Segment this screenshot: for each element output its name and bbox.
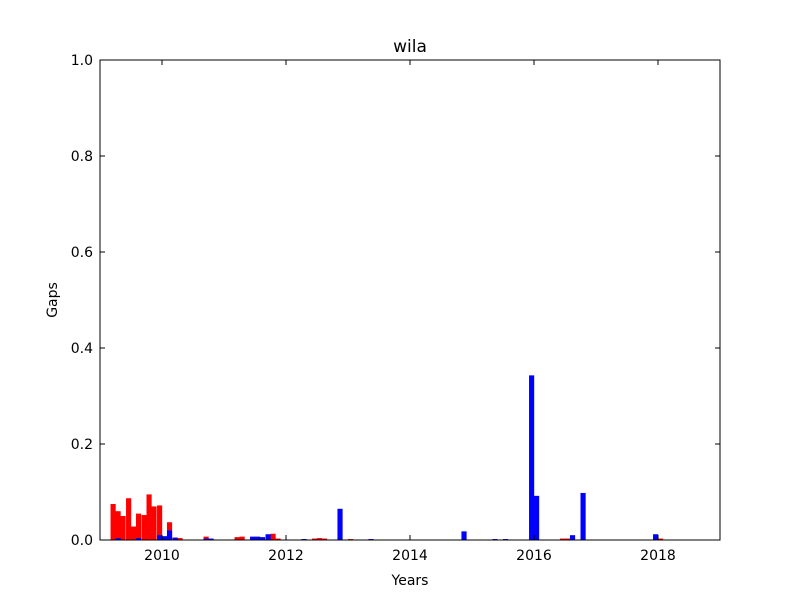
bar-series-0-5 — [135, 513, 142, 540]
bar-series-1-22 — [653, 534, 659, 540]
bar-series-1-8 — [250, 536, 256, 540]
bar-series-0-20 — [321, 538, 328, 540]
bar-series-1-6 — [203, 538, 209, 540]
x-tick-label-1: 2012 — [268, 548, 304, 564]
bar-series-0-8 — [151, 506, 157, 540]
x-tick-label-3: 2016 — [516, 548, 552, 564]
y-tick-label-5: 1.0 — [71, 53, 93, 69]
chart-title: wila — [393, 37, 427, 57]
x-tick-label-0: 2010 — [144, 548, 180, 564]
bar-series-0-22 — [560, 538, 566, 540]
x-tick-label-2: 2014 — [392, 548, 428, 564]
bar-series-0-9 — [157, 505, 163, 540]
bar-series-1-20 — [569, 535, 576, 540]
bar-series-0-2 — [120, 516, 126, 540]
bar-series-1-2 — [157, 535, 163, 540]
bar-series-0-15 — [239, 536, 245, 540]
bar-series-0-6 — [141, 515, 147, 540]
bar-series-1-10 — [259, 537, 266, 540]
bar-series-0-1 — [115, 511, 121, 540]
bar-series-0-17 — [275, 538, 281, 540]
bar-series-0-13 — [203, 536, 209, 540]
bar-series-0-16 — [270, 533, 276, 540]
y-tick-label-0: 0.0 — [71, 533, 93, 549]
bar-series-1-21 — [580, 492, 586, 540]
y-tick-label-3: 0.6 — [71, 245, 93, 261]
bar-series-0-7 — [146, 494, 152, 540]
bar-series-1-7 — [208, 538, 214, 540]
bar-series-1-15 — [461, 531, 467, 540]
bar-series-1-13 — [337, 508, 343, 540]
bar-series-0-23 — [565, 538, 571, 540]
y-tick-label-1: 0.2 — [71, 437, 93, 453]
bar-series-1-1 — [135, 538, 142, 540]
bar-series-1-0 — [115, 538, 121, 540]
bar-series-1-3 — [162, 536, 168, 540]
ticks-layer: 2010 2012 2014 2016 2018 0.0 0.2 0.4 0.6 0.8 1.0 — [71, 53, 720, 564]
y-tick-label-4: 0.8 — [71, 149, 93, 165]
x-axis-label: Years — [391, 573, 429, 589]
y-axis-label: Gaps — [45, 282, 61, 318]
bar-series-1-9 — [255, 536, 261, 540]
bar-series-1-11 — [265, 534, 271, 540]
bar-series-0-3 — [126, 498, 132, 540]
bar-series-0-24 — [658, 538, 664, 540]
bar-series-0-12 — [177, 538, 183, 540]
bar-series-0-14 — [234, 537, 240, 540]
bar-series-1-4 — [166, 530, 173, 540]
bar-series-1-19 — [534, 495, 540, 540]
y-tick-label-2: 0.4 — [71, 341, 93, 357]
bar-series-1-18 — [529, 375, 535, 540]
bar-series-0-0 — [110, 504, 116, 540]
bar-series-0-18 — [312, 538, 318, 540]
bar-series-1-5 — [172, 537, 178, 540]
bar-series-0-4 — [131, 526, 137, 540]
bar-series-0-19 — [317, 538, 323, 540]
x-tick-label-4: 2018 — [640, 548, 676, 564]
